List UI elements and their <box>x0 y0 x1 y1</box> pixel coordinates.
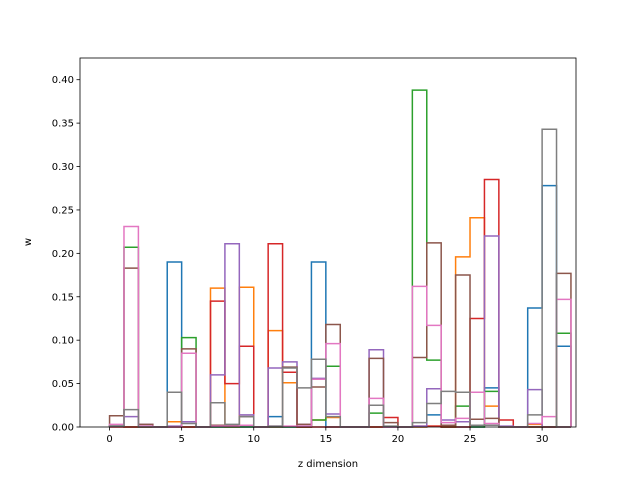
y-tick-label: 0.40 <box>52 75 74 86</box>
x-axis: 0 5 10 15 20 25 30 <box>106 427 548 445</box>
series-8-step <box>108 128 571 428</box>
x-tick-label: 5 <box>178 434 184 445</box>
x-tick-label: 30 <box>536 434 549 445</box>
y-axis: 0.00 0.05 0.10 0.15 0.20 0.25 0.30 0.35 0.40 <box>52 75 80 434</box>
y-tick-label: 0.10 <box>52 336 74 347</box>
x-tick-label: 25 <box>464 434 477 445</box>
y-tick-label: 0.05 <box>52 379 74 390</box>
y-tick-label: 0.15 <box>52 292 74 303</box>
plot-background <box>80 58 576 427</box>
y-tick-label: 0.25 <box>52 205 74 216</box>
plot-frame <box>79 57 577 428</box>
x-tick-label: 0 <box>106 434 112 445</box>
x-tick-label: 20 <box>392 434 405 445</box>
y-tick-label: 0.30 <box>52 162 74 173</box>
x-tick-label: 15 <box>319 434 332 445</box>
x-axis-label: z dimension <box>298 459 358 470</box>
y-tick-label: 0.20 <box>52 249 74 260</box>
y-tick-label: 0.35 <box>52 119 74 130</box>
y-tick-label: 0.00 <box>52 423 74 434</box>
x-tick-label: 10 <box>247 434 260 445</box>
y-axis-label: w <box>23 238 34 246</box>
